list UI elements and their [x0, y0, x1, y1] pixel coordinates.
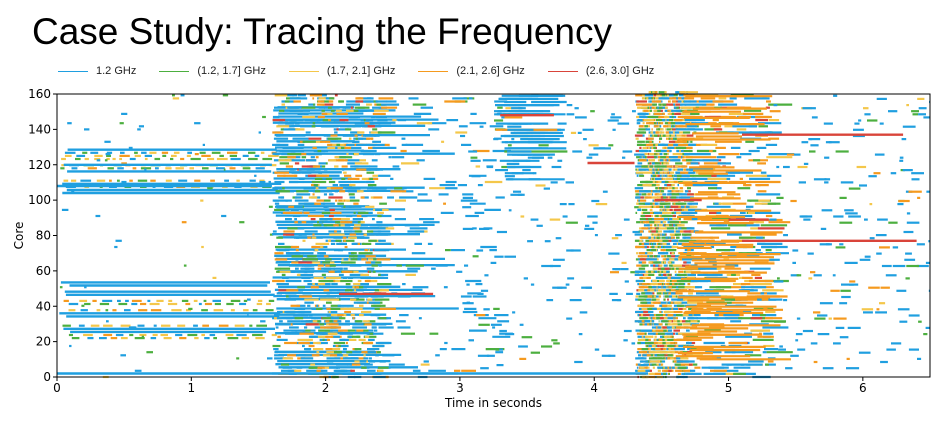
- x-tick-label: 4: [590, 381, 598, 395]
- legend-label: (2.1, 2.6] GHz: [456, 65, 525, 77]
- legend-label: 1.2 GHz: [96, 65, 137, 77]
- y-tick-label: 140: [28, 122, 51, 136]
- y-tick-label: 40: [36, 299, 51, 313]
- y-axis-label: Core: [12, 222, 26, 250]
- x-tick-label: 3: [456, 381, 464, 395]
- x-tick-label: 0: [53, 381, 61, 395]
- legend-label: (1.2, 1.7] GHz: [197, 65, 266, 77]
- y-tick-label: 20: [36, 335, 51, 349]
- legend-label: (2.6, 3.0] GHz: [585, 65, 655, 77]
- x-tick-label: 2: [322, 381, 330, 395]
- trace-marks: [57, 91, 930, 379]
- y-tick-label: 60: [36, 264, 51, 278]
- legend-item-1-2-1-7-ghz: (1.2, 1.7] GHz: [159, 65, 266, 77]
- x-axis-label: Time in seconds: [444, 396, 542, 410]
- x-tick-label: 5: [725, 381, 733, 395]
- legend-item-1-7-2-1-ghz: (1.7, 2.1] GHz: [288, 65, 396, 77]
- legend-swatch: [418, 70, 449, 72]
- y-tick-label: 0: [43, 370, 51, 384]
- legend-swatch: [547, 70, 578, 72]
- x-tick-label: 1: [187, 381, 195, 395]
- legend-swatch: [159, 70, 190, 72]
- legend-item-2-6-3-0-ghz: (2.6, 3.0] GHz: [547, 65, 655, 77]
- y-tick-label: 100: [28, 193, 51, 207]
- x-tick-label: 6: [859, 381, 867, 395]
- y-tick-label: 80: [36, 229, 51, 243]
- slide-title: Case Study: Tracing the Frequency: [32, 11, 612, 52]
- legend: 1.2 GHz (1.2, 1.7] GHz (1.7, 2.1] GHz (2.1,…: [58, 61, 677, 81]
- legend-label: (1.7, 2.1] GHz: [326, 65, 396, 77]
- legend-swatch: [58, 70, 88, 72]
- y-tick-label: 120: [28, 158, 51, 172]
- legend-item-1-2-ghz: 1.2 GHz: [58, 65, 136, 77]
- legend-swatch: [288, 70, 319, 72]
- y-tick-label: 160: [28, 87, 51, 101]
- legend-item-2-1-2-6-ghz: (2.1, 2.6] GHz: [418, 65, 525, 77]
